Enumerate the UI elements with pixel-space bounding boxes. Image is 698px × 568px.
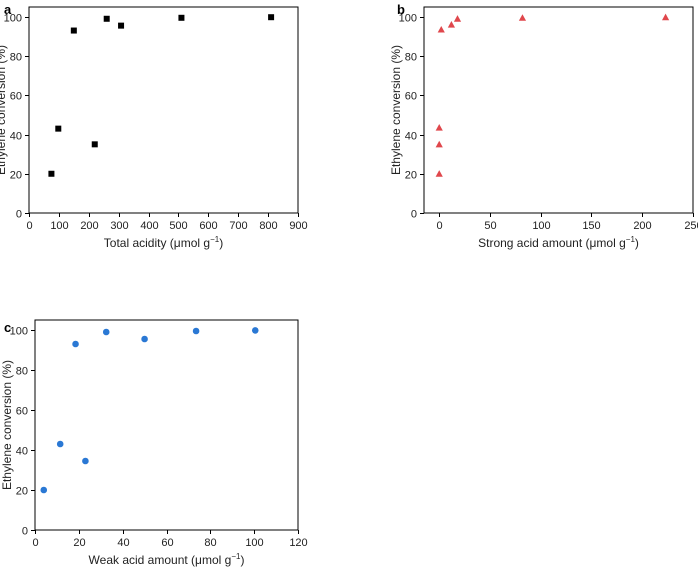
x-tick-label: 100 <box>50 220 68 232</box>
data-point <box>91 141 98 148</box>
x-axis-label: Strong acid amount (μmol g−1) <box>478 235 639 250</box>
y-tick-label: 80 <box>405 52 417 64</box>
x-axis-label: Total acidity (μmol g−1) <box>104 235 223 250</box>
data-point <box>518 14 527 21</box>
data-point <box>251 327 259 334</box>
x-tick-label: 120 <box>289 537 307 549</box>
y-tick-label: 0 <box>411 209 417 221</box>
panel-letter: c <box>4 320 11 335</box>
data-point <box>661 13 670 21</box>
x-tick-label: 700 <box>229 220 247 232</box>
x-tick-label: 200 <box>633 220 651 232</box>
x-tick-label: 80 <box>204 537 216 549</box>
y-tick-label: 60 <box>16 406 28 418</box>
x-tick-label: 300 <box>110 220 128 232</box>
y-tick-label: 100 <box>4 13 22 25</box>
x-tick-label: 600 <box>199 220 217 232</box>
y-tick-label: 100 <box>10 326 28 338</box>
data-point <box>453 15 462 22</box>
x-tick-label: 900 <box>289 220 307 232</box>
x-tick-label: 150 <box>582 220 600 232</box>
data-point <box>55 125 62 132</box>
panel-letter: b <box>397 2 405 17</box>
panel-a-total-acidity: a 0 100 200 300 400 500 600 700 800 900 0 20 40 60 80 10… <box>0 2 308 250</box>
y-axis-label: Ethylene conversion (%) <box>389 45 403 175</box>
data-point <box>70 27 77 34</box>
data-point <box>435 170 443 177</box>
data-point <box>82 457 89 465</box>
data-point <box>103 15 110 22</box>
x-axis-label: Weak acid amount (μmol g−1) <box>89 552 245 567</box>
y-tick-label: 0 <box>16 209 22 221</box>
y-tick-label: 0 <box>22 526 28 538</box>
y-tick-label: 80 <box>10 52 22 64</box>
x-tick-label: 250 <box>684 220 698 232</box>
x-tick-label: 800 <box>259 220 277 232</box>
x-tick-label: 100 <box>245 537 263 549</box>
y-tick-label: 40 <box>10 131 22 143</box>
y-axis-label: Ethylene conversion (%) <box>0 360 14 490</box>
y-tick-label: 20 <box>405 170 417 182</box>
x-tick-label: 60 <box>161 537 173 549</box>
y-tick-label: 100 <box>399 13 417 25</box>
y-tick-label: 80 <box>16 366 28 378</box>
y-tick-label: 20 <box>10 170 22 182</box>
x-tick-label: 20 <box>73 537 85 549</box>
data-point <box>141 335 148 343</box>
data-point <box>435 124 443 131</box>
data-point <box>268 14 275 21</box>
y-tick-label: 60 <box>405 91 417 103</box>
panel-letter: a <box>4 2 12 17</box>
y-axis-label: Ethylene conversion (%) <box>0 45 8 175</box>
y-tick-label: 60 <box>10 91 22 103</box>
data-point <box>437 25 445 33</box>
data-point <box>72 340 79 348</box>
data-point <box>178 14 185 21</box>
x-tick-label: 50 <box>484 220 496 232</box>
y-tick-label: 40 <box>16 446 28 458</box>
data-point <box>118 22 125 29</box>
plot-frame <box>28 6 299 214</box>
x-tick-label: 500 <box>169 220 187 232</box>
data-point <box>102 328 110 336</box>
x-tick-label: 0 <box>32 537 38 549</box>
data-point <box>56 440 64 448</box>
data-point <box>447 21 456 28</box>
x-tick-label: 0 <box>436 220 442 232</box>
y-tick-label: 20 <box>16 486 28 498</box>
plot-frame <box>423 6 694 214</box>
plot-frame <box>34 319 299 531</box>
y-tick-label: 40 <box>405 131 417 143</box>
data-point <box>192 327 200 335</box>
data-point <box>40 486 48 494</box>
data-point <box>48 170 55 177</box>
x-tick-label: 200 <box>80 220 98 232</box>
x-tick-label: 0 <box>26 220 32 232</box>
x-tick-label: 100 <box>532 220 550 232</box>
data-point <box>435 140 443 148</box>
panel-b-strong-acid: b 0 50 100 150 200 250 0 20 40 60 80 100 Strong acid … <box>389 2 698 250</box>
x-tick-label: 400 <box>140 220 158 232</box>
x-tick-label: 40 <box>117 537 129 549</box>
